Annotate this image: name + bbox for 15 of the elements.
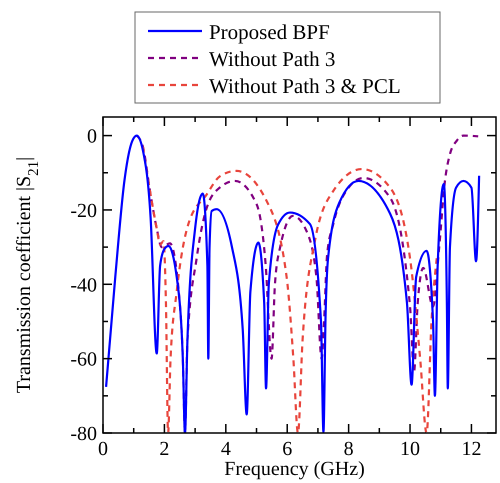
x-tick-label: 10 [400, 438, 420, 460]
legend-label: Without Path 3 & PCL [209, 74, 401, 98]
y-tick-label: -60 [70, 348, 97, 371]
y-tick-label: -80 [70, 423, 97, 445]
y-tick-label: 0 [87, 126, 97, 148]
x-tick-label: 8 [344, 438, 354, 460]
legend-label: Without Path 3 [209, 47, 336, 71]
y-tick-label: -20 [70, 200, 97, 222]
x-tick-label: 2 [159, 438, 170, 460]
y-tick-label: -40 [70, 274, 97, 296]
x-axis-title: Frequency (GHz) [224, 458, 365, 480]
legend-label: Proposed BPF [209, 20, 330, 44]
x-tick-label: 6 [282, 438, 292, 460]
x-tick-label: 12 [461, 438, 482, 460]
x-tick-label: 4 [220, 438, 231, 460]
